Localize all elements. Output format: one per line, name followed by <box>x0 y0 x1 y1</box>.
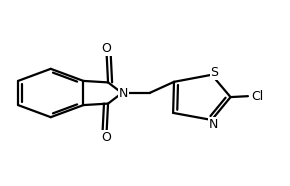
Text: N: N <box>119 86 128 100</box>
Text: N: N <box>209 118 218 131</box>
Text: O: O <box>102 131 112 144</box>
Text: S: S <box>211 66 219 79</box>
Text: O: O <box>102 42 112 55</box>
Text: Cl: Cl <box>251 90 264 103</box>
